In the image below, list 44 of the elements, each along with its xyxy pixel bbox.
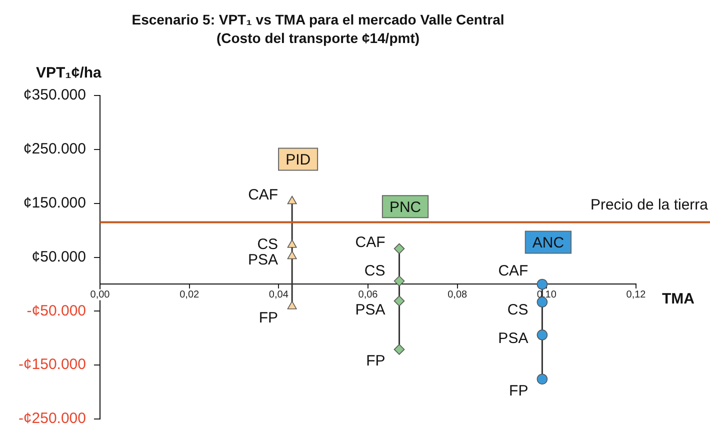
y-tick-label: -¢150.000: [18, 356, 86, 374]
y-axis-title: VPT₁¢/ha: [36, 64, 102, 82]
chart-subtitle: (Costo del transporte ¢14/pmt): [216, 30, 420, 46]
x-tick-label: 0,04: [268, 290, 289, 300]
point: [394, 276, 405, 286]
x-tick-label: 0,02: [180, 290, 200, 300]
annotation: CS: [364, 262, 386, 280]
y-tick-label: ¢50.000: [32, 248, 86, 266]
point: [287, 196, 297, 204]
annotation: FP: [509, 382, 528, 400]
x-tick-label: 0,06: [358, 290, 378, 300]
y-tick-label: -¢250.000: [18, 410, 86, 428]
annotation: FP: [366, 352, 386, 370]
annotation: PSA: [355, 301, 386, 318]
point: [287, 250, 297, 260]
annotation: CAF: [355, 234, 386, 251]
point: [536, 330, 548, 340]
chart-title: Escenario 5: VPT₁ vs TMA para el mercado Valle Central: [132, 11, 504, 28]
annotation: CAF: [248, 186, 278, 204]
point: [394, 344, 405, 355]
y-tick-label: -¢50.000: [26, 302, 86, 320]
y-tick-label: ¢350.000: [23, 86, 86, 104]
point: [394, 243, 405, 254]
series-label: PID: [286, 151, 311, 168]
annotation: FP: [258, 309, 278, 326]
point: [287, 240, 297, 248]
annotation: PSA: [498, 330, 528, 348]
y-tick-label: ¢250.000: [23, 140, 86, 158]
annotation: CS: [507, 301, 528, 318]
x-axis-title: TMA: [662, 290, 695, 308]
annotation: CS: [257, 236, 278, 254]
x-tick-label: 0,08: [448, 290, 468, 300]
series-label: ANC: [532, 234, 564, 252]
x-tick-label: 0,00: [90, 290, 110, 300]
point: [394, 296, 405, 306]
ref-line-label: Precio de la tierra: [590, 196, 709, 214]
point: [536, 374, 548, 385]
series-label: PNC: [389, 198, 422, 216]
y-tick-label: ¢150.000: [23, 194, 86, 212]
point: [287, 300, 297, 310]
point: [536, 278, 548, 290]
annotation: CAF: [498, 262, 528, 280]
annotation: PSA: [248, 251, 278, 268]
x-tick-label: 0,12: [626, 290, 646, 300]
